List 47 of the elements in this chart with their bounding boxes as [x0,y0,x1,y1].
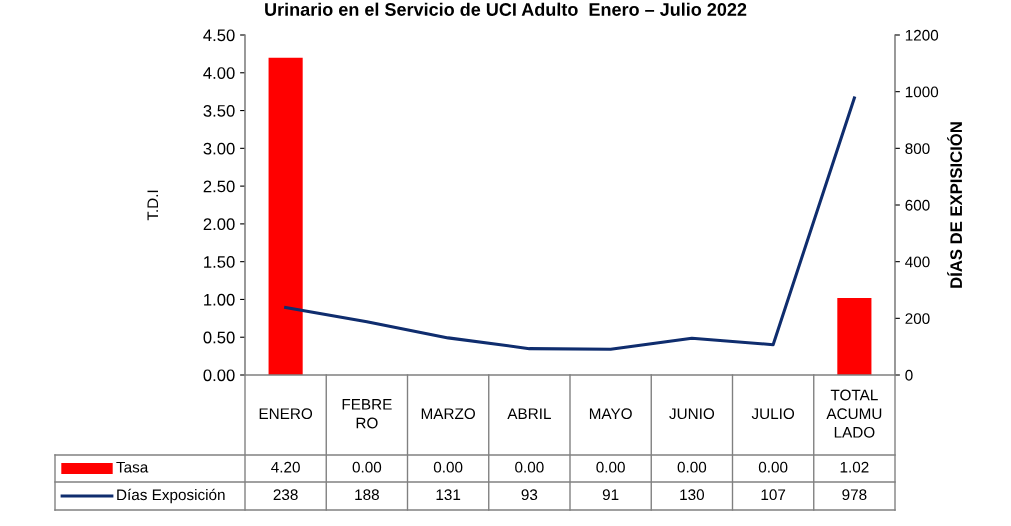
y-tick-label: 1.00 [204,293,235,306]
line-series [284,96,856,351]
data-label: 978 [842,489,867,501]
data-label: 1.02 [840,461,869,473]
data-label: 130 [680,489,705,501]
y2-axis-title: DÍAS DE EXPISICIÓN [947,122,963,288]
data-label: 0.00 [515,461,544,473]
y-tick-label: 4.00 [203,67,235,79]
data-label: 0.00 [352,461,382,473]
y2-tick-label: 200 [905,313,930,325]
x-tick-label: MARZO [421,408,475,420]
y-tick-label: 3.50 [203,104,235,117]
y-tick-label: 2.50 [203,180,235,193]
data-label: 188 [355,489,379,501]
y-tick-label: 0.00 [203,369,235,382]
data-label: 91 [602,489,619,501]
y2-tick-label: 600 [905,199,930,211]
legend-label: Días Exposición [117,488,225,504]
data-label: 0.00 [758,461,788,473]
data-label: 0.00 [677,461,707,473]
y-tick-label: 4.50 [203,29,235,42]
y2-tick-label: 400 [905,256,930,268]
x-tick-label: FEBRE RO [342,399,392,429]
x-tick-label: ENERO [259,408,313,420]
x-tick-label: TOTAL ACUMU LADO [826,389,882,438]
y2-tick-label: 0 [905,369,913,381]
data-label: 93 [521,489,538,501]
x-tick-label: JULIO [751,408,795,420]
y-tick-label: 0.50 [203,331,235,344]
data-label: 0.00 [596,461,625,473]
data-label: 4.20 [271,461,300,473]
legend-label: Tasa [116,461,149,473]
chart-title: Urinario en el Servicio de UCI Adulto Enero – Julio 2022 [265,2,747,16]
y-tick-label: 1.50 [204,256,235,268]
y-axis-title: T.D.I [147,190,159,221]
x-tick-label: ABRIL [507,408,551,419]
y2-tick-label: 1000 [905,86,939,98]
x-tick-label: MAYO [589,408,632,420]
y-tick-label: 2.00 [203,218,235,231]
data-label: 238 [273,489,298,501]
y2-tick-label: 1200 [905,29,939,41]
data-label: 0.00 [433,461,463,473]
y-tick-label: 3.00 [203,142,235,155]
x-tick-label: JUNIO [669,408,715,420]
y2-tick-label: 800 [905,143,930,155]
data-label: 131 [436,489,461,501]
data-label: 107 [761,489,786,501]
